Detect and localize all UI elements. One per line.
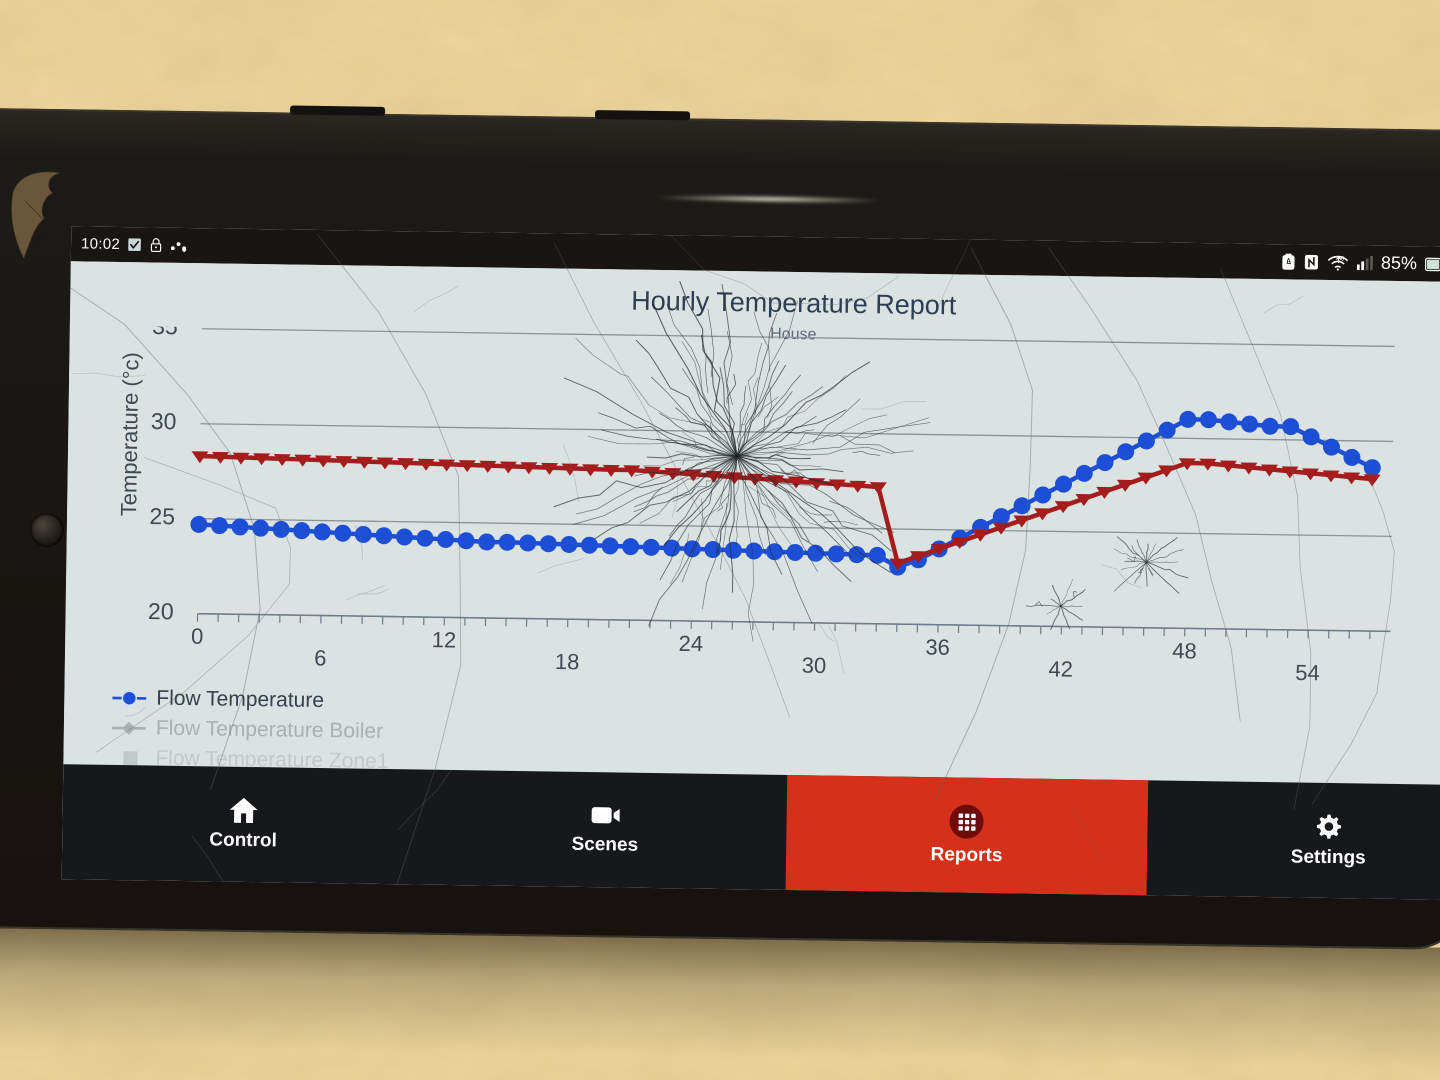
svg-text:30: 30 [151,408,177,434]
svg-text:20: 20 [148,598,174,624]
svg-text:6: 6 [1341,256,1345,263]
svg-text:6: 6 [314,645,327,670]
svg-text:30: 30 [802,653,827,678]
svg-text:24: 24 [678,631,703,656]
svg-text:0: 0 [191,624,204,649]
svg-text:48: 48 [1172,638,1197,663]
svg-text:12: 12 [432,627,457,652]
svg-text:35: 35 [152,325,178,339]
svg-text:25: 25 [149,503,175,529]
svg-text:18: 18 [555,649,580,674]
svg-text:42: 42 [1048,656,1073,681]
svg-text:54: 54 [1295,660,1320,685]
svg-text:36: 36 [925,634,950,659]
